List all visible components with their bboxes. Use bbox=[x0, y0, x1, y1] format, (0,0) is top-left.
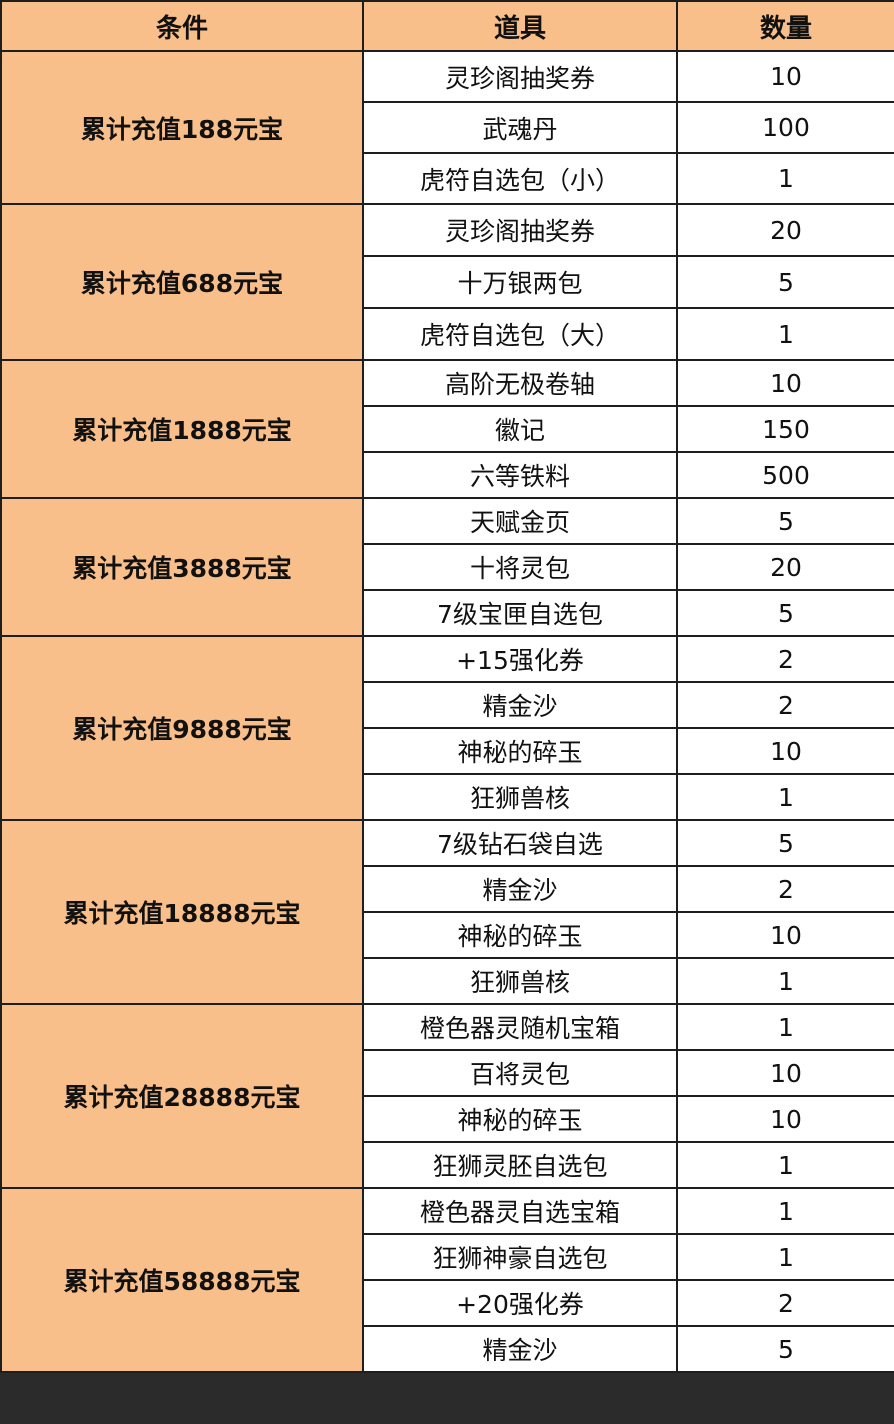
quantity-cell: 2 bbox=[676, 681, 894, 729]
quantity-cell: 1 bbox=[676, 307, 894, 361]
quantity-cell: 2 bbox=[676, 865, 894, 913]
condition-cell: 累计充值18888元宝 bbox=[0, 819, 364, 1005]
quantity-cell: 10 bbox=[676, 911, 894, 959]
quantity-cell: 10 bbox=[676, 359, 894, 407]
item-name-cell: 灵珍阁抽奖券 bbox=[362, 50, 678, 103]
table-row: 7级宝匣自选包 5 bbox=[1, 589, 894, 637]
item-name-cell: 虎符自选包（大） bbox=[362, 307, 678, 361]
table-row: 累计充值18888元宝 7级钻石袋自选 5 bbox=[0, 819, 894, 1005]
item-name-cell: 徽记 bbox=[362, 405, 678, 453]
table-row: 精金沙 5 bbox=[1, 1325, 894, 1373]
item-name-cell: 狂狮兽核 bbox=[362, 957, 678, 1005]
table-row: 徽记 150 bbox=[1, 405, 894, 453]
quantity-cell: 5 bbox=[676, 589, 894, 637]
quantity-cell: 1 bbox=[676, 1187, 894, 1235]
item-name-cell: 神秘的碎玉 bbox=[362, 911, 678, 959]
item-name-cell: 神秘的碎玉 bbox=[362, 727, 678, 775]
quantity-cell: 10 bbox=[676, 1049, 894, 1097]
reward-table: 条件 道具 数量 累计充值188元宝 灵珍阁抽奖券 10 武魂丹 100 虎符自选包（小）… bbox=[0, 0, 894, 1373]
table-row: 精金沙 2 bbox=[1, 865, 894, 913]
quantity-cell: 5 bbox=[676, 255, 894, 309]
table-row: 虎符自选包（大） 1 bbox=[1, 307, 894, 361]
table-row: 神秘的碎玉 10 bbox=[1, 1095, 894, 1143]
item-name-cell: 神秘的碎玉 bbox=[362, 1095, 678, 1143]
quantity-cell: 1 bbox=[676, 152, 894, 205]
quantity-cell: 5 bbox=[676, 1325, 894, 1373]
item-name-cell: +20强化券 bbox=[362, 1279, 678, 1327]
table-row: 虎符自选包（小） 1 bbox=[1, 152, 894, 205]
item-name-cell: 狂狮兽核 bbox=[362, 773, 678, 821]
header-quantity: 数量 bbox=[676, 0, 894, 52]
item-name-cell: 精金沙 bbox=[362, 865, 678, 913]
item-name-cell: 精金沙 bbox=[362, 1325, 678, 1373]
item-name-cell: 十万银两包 bbox=[362, 255, 678, 309]
table-row: 累计充值188元宝 灵珍阁抽奖券 10 bbox=[0, 50, 894, 205]
item-name-cell: 天赋金页 bbox=[362, 497, 678, 545]
table-row: 累计充值688元宝 灵珍阁抽奖券 20 bbox=[0, 203, 894, 361]
quantity-cell: 150 bbox=[676, 405, 894, 453]
table-row: 累计充值58888元宝 橙色器灵自选宝箱 1 bbox=[0, 1187, 894, 1373]
quantity-cell: 2 bbox=[676, 635, 894, 683]
quantity-cell: 20 bbox=[676, 543, 894, 591]
table-row: 累计充值9888元宝 +15强化券 2 bbox=[0, 635, 894, 821]
table-row: 累计充值1888元宝 高阶无极卷轴 10 bbox=[0, 359, 894, 499]
condition-cell: 累计充值9888元宝 bbox=[0, 635, 364, 821]
header-condition: 条件 bbox=[0, 0, 364, 52]
item-name-cell: 十将灵包 bbox=[362, 543, 678, 591]
quantity-cell: 10 bbox=[676, 50, 894, 103]
item-name-cell: 橙色器灵随机宝箱 bbox=[362, 1003, 678, 1051]
table-row: 十将灵包 20 bbox=[1, 543, 894, 591]
quantity-cell: 1 bbox=[676, 1233, 894, 1281]
table-row: 神秘的碎玉 10 bbox=[1, 727, 894, 775]
quantity-cell: 5 bbox=[676, 497, 894, 545]
condition-cell: 累计充值28888元宝 bbox=[0, 1003, 364, 1189]
table-row: 狂狮神豪自选包 1 bbox=[1, 1233, 894, 1281]
table-row: 武魂丹 100 bbox=[1, 101, 894, 154]
reward-table-body: 累计充值188元宝 灵珍阁抽奖券 10 武魂丹 100 虎符自选包（小） 1 累计充值688元… bbox=[0, 50, 894, 1373]
quantity-cell: 2 bbox=[676, 1279, 894, 1327]
table-row: 百将灵包 10 bbox=[1, 1049, 894, 1097]
table-row: 累计充值3888元宝 天赋金页 5 bbox=[0, 497, 894, 637]
condition-cell: 累计充值58888元宝 bbox=[0, 1187, 364, 1373]
table-row: 十万银两包 5 bbox=[1, 255, 894, 309]
quantity-cell: 500 bbox=[676, 451, 894, 499]
quantity-cell: 10 bbox=[676, 727, 894, 775]
table-row: 累计充值28888元宝 橙色器灵随机宝箱 1 bbox=[0, 1003, 894, 1189]
table-row: 精金沙 2 bbox=[1, 681, 894, 729]
quantity-cell: 1 bbox=[676, 773, 894, 821]
item-name-cell: 狂狮灵胚自选包 bbox=[362, 1141, 678, 1189]
quantity-cell: 1 bbox=[676, 1141, 894, 1189]
table-row: 神秘的碎玉 10 bbox=[1, 911, 894, 959]
item-name-cell: 虎符自选包（小） bbox=[362, 152, 678, 205]
item-name-cell: 7级钻石袋自选 bbox=[362, 819, 678, 867]
header-row: 条件 道具 数量 bbox=[0, 0, 894, 52]
table-row: +20强化券 2 bbox=[1, 1279, 894, 1327]
item-name-cell: 高阶无极卷轴 bbox=[362, 359, 678, 407]
item-name-cell: 7级宝匣自选包 bbox=[362, 589, 678, 637]
condition-cell: 累计充值3888元宝 bbox=[0, 497, 364, 637]
item-name-cell: 橙色器灵自选宝箱 bbox=[362, 1187, 678, 1235]
item-name-cell: 精金沙 bbox=[362, 681, 678, 729]
quantity-cell: 1 bbox=[676, 957, 894, 1005]
item-name-cell: 狂狮神豪自选包 bbox=[362, 1233, 678, 1281]
quantity-cell: 5 bbox=[676, 819, 894, 867]
item-name-cell: +15强化券 bbox=[362, 635, 678, 683]
quantity-cell: 20 bbox=[676, 203, 894, 257]
table-row: 狂狮兽核 1 bbox=[1, 957, 894, 1005]
condition-cell: 累计充值188元宝 bbox=[0, 50, 364, 205]
table-row: 狂狮兽核 1 bbox=[1, 773, 894, 821]
quantity-cell: 100 bbox=[676, 101, 894, 154]
table-row: 六等铁料 500 bbox=[1, 451, 894, 499]
quantity-cell: 1 bbox=[676, 1003, 894, 1051]
item-name-cell: 灵珍阁抽奖券 bbox=[362, 203, 678, 257]
item-name-cell: 武魂丹 bbox=[362, 101, 678, 154]
condition-cell: 累计充值688元宝 bbox=[0, 203, 364, 361]
item-name-cell: 百将灵包 bbox=[362, 1049, 678, 1097]
header-item: 道具 bbox=[362, 0, 678, 52]
item-name-cell: 六等铁料 bbox=[362, 451, 678, 499]
quantity-cell: 10 bbox=[676, 1095, 894, 1143]
table-row: 狂狮灵胚自选包 1 bbox=[1, 1141, 894, 1189]
condition-cell: 累计充值1888元宝 bbox=[0, 359, 364, 499]
